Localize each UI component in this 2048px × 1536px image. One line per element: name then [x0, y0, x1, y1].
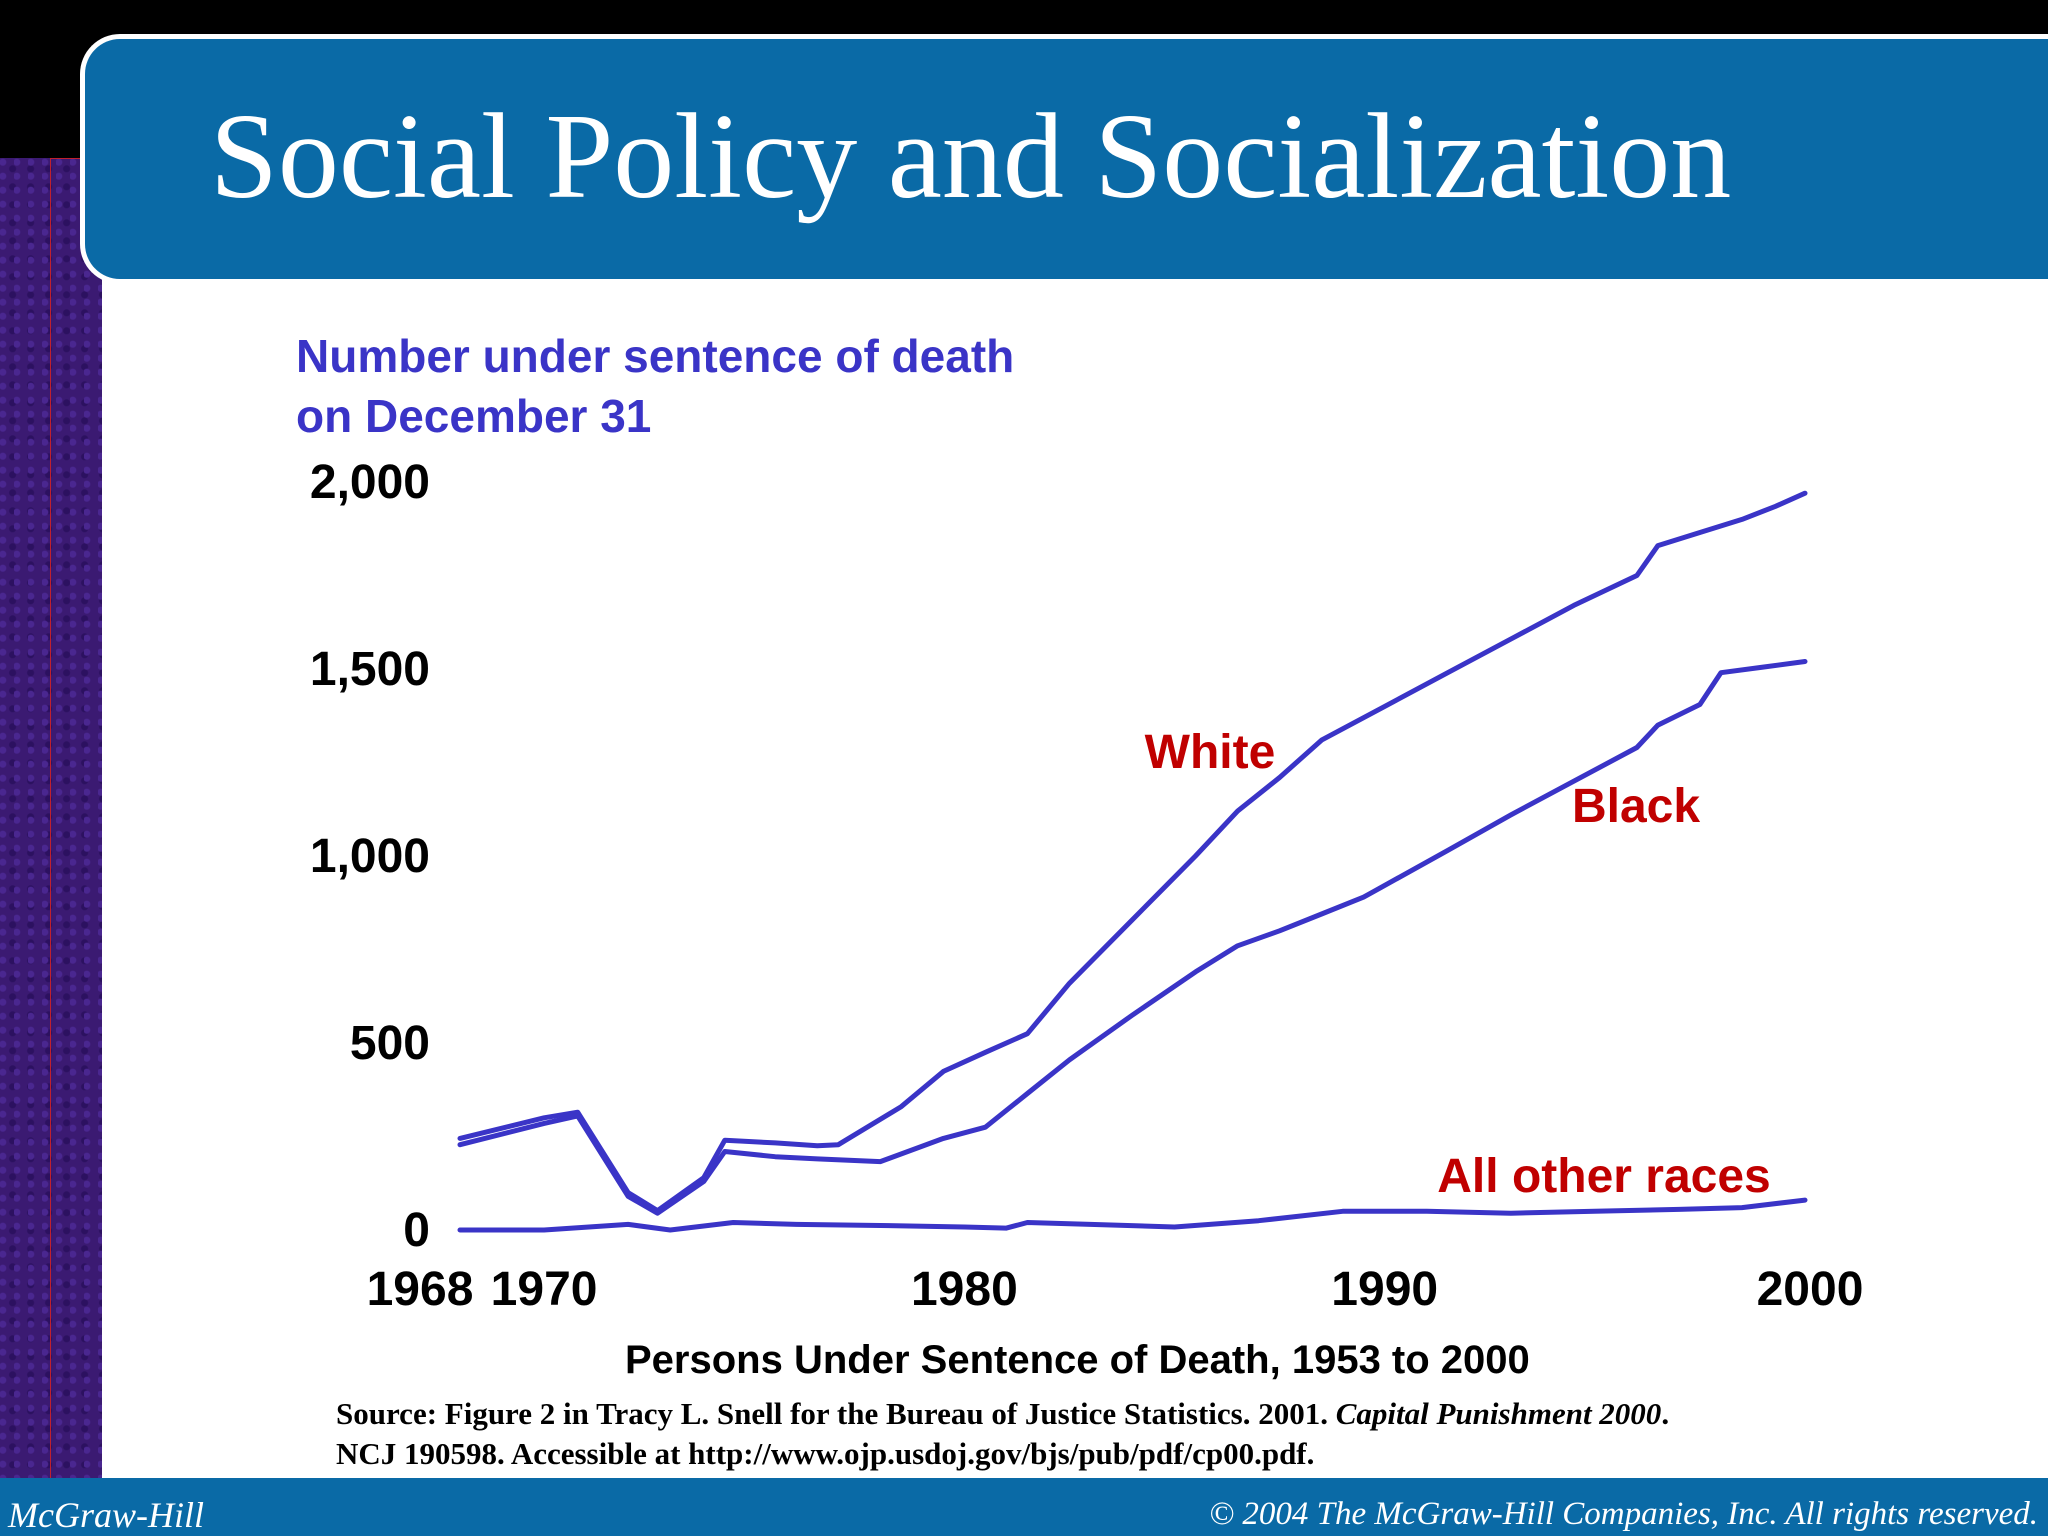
slide-title: Social Policy and Socialization — [210, 89, 1732, 224]
series-line — [457, 1197, 1808, 1233]
purple-side-band — [0, 158, 102, 1478]
series-line — [457, 490, 1808, 1214]
y-axis-label-line-2: on December 31 — [296, 390, 652, 442]
x-tick-label: 1980 — [911, 1263, 1018, 1316]
source-text: Source: Figure 2 in Tracy L. Snell for t… — [336, 1396, 1336, 1431]
footer-bar — [0, 1478, 2048, 1536]
series-label: Black — [1572, 780, 1700, 833]
y-axis-label-line-1: Number under sentence of death — [296, 330, 1015, 382]
x-tick-label: 1968 — [367, 1263, 474, 1316]
footer-publisher: McGraw-Hill — [8, 1495, 204, 1535]
source-citation-line-1: Source: Figure 2 in Tracy L. Snell for t… — [336, 1398, 1669, 1429]
y-tick-label: 2,000 — [310, 456, 430, 509]
source-citation-line-2: NCJ 190598. Accessible at http://www.ojp… — [336, 1436, 1315, 1471]
footer-copyright: © 2004 The McGraw-Hill Companies, Inc. A… — [1209, 1496, 2038, 1532]
x-tick-label: 2000 — [1757, 1263, 1864, 1316]
source-period: . — [1661, 1396, 1670, 1431]
source-publication-title: Capital Punishment 2000 — [1335, 1396, 1662, 1431]
x-tick-label: 1990 — [1331, 1263, 1438, 1316]
y-tick-label: 0 — [403, 1204, 430, 1257]
chart-subtitle: Persons Under Sentence of Death, 1953 to… — [625, 1338, 1530, 1382]
y-tick-label: 1,000 — [310, 830, 430, 883]
y-tick-label: 1,500 — [310, 643, 430, 696]
series-label: White — [1145, 726, 1276, 779]
series-line — [457, 659, 1808, 1216]
content-panel — [102, 260, 2048, 1478]
series-label: All other races — [1437, 1150, 1770, 1203]
title-bar — [80, 34, 2048, 284]
x-tick-label: 1970 — [491, 1263, 598, 1316]
y-tick-label: 500 — [350, 1017, 430, 1070]
